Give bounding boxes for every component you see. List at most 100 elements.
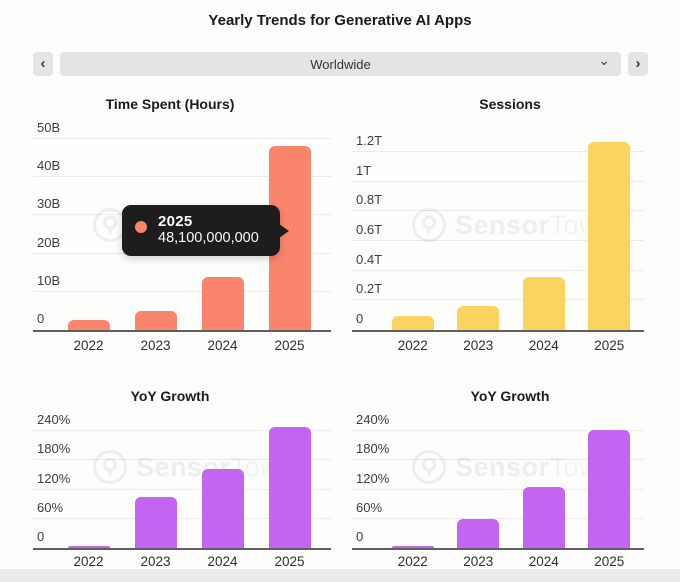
y-tick-label: 0.2T [356, 281, 383, 297]
y-tick-label: 60% [356, 499, 383, 515]
next-region-button[interactable]: › [628, 52, 648, 76]
gridline [352, 459, 644, 461]
y-tick-label: 0 [356, 311, 364, 326]
bar-2023[interactable] [134, 310, 177, 330]
bar-2024[interactable] [522, 276, 565, 330]
chevron-right-icon: › [635, 54, 641, 72]
bar-2022[interactable] [391, 315, 434, 330]
x-axis-label: 2022 [73, 338, 104, 353]
y-tick-label: 240% [37, 412, 71, 428]
bottom-strip [0, 569, 680, 582]
gridline [352, 430, 644, 432]
bar-slot [256, 418, 323, 548]
chart-tooltip: 2025 48,100,000,000 [122, 205, 289, 256]
chart-title: Time Spent (Hours) [105, 96, 235, 112]
x-axis-label: 2022 [73, 554, 104, 569]
x-axis-labels: 2022 2023 2024 2025 [55, 554, 323, 569]
x-axis-label: 2025 [594, 338, 625, 353]
y-tick-label: 1T [356, 162, 372, 178]
bars-group [55, 418, 323, 548]
gridline [33, 517, 331, 519]
y-tick-label: 0.4T [356, 251, 383, 267]
gridline [33, 488, 331, 490]
x-axis-label: 2024 [207, 554, 238, 569]
x-axis-label: 2022 [397, 554, 428, 569]
y-tick-label: 180% [37, 441, 71, 457]
gridline [352, 210, 644, 212]
y-tick-label: 0.6T [356, 222, 383, 238]
region-dropdown[interactable]: Worldwide ⌄ [60, 52, 621, 76]
y-tick-label: 120% [356, 470, 390, 486]
bar-2024[interactable] [201, 468, 244, 548]
bar-slot [577, 418, 643, 548]
chevron-down-icon: ⌄ [598, 52, 610, 68]
page-title: Yearly Trends for Generative AI Apps [208, 12, 472, 29]
gridline [352, 240, 644, 242]
chart-title: Sessions [479, 96, 541, 112]
region-dropdown-value: Worldwide [310, 56, 371, 72]
x-axis-label: 2023 [140, 554, 171, 569]
y-tick-label: 30B [37, 196, 61, 212]
gridline [33, 138, 331, 140]
x-axis-label: 2023 [140, 338, 171, 353]
bar-slot [55, 118, 122, 330]
x-axis-label: 2023 [463, 554, 494, 569]
bar-2025[interactable] [588, 429, 631, 548]
tooltip-series-dot [135, 221, 147, 233]
x-axis-label: 2024 [528, 338, 559, 353]
gridline [33, 176, 331, 178]
prev-region-button[interactable]: ‹ [33, 52, 53, 76]
bar-slot [55, 418, 122, 548]
x-axis-label: 2025 [594, 554, 625, 569]
y-tick-label: 60% [37, 499, 64, 515]
bar-2022[interactable] [67, 546, 110, 548]
tooltip-year: 2025 [158, 213, 193, 230]
chart-yoy-growth-sessions: YoY Growth SensorTower 060%120%180%240% … [340, 380, 680, 569]
bars-group [55, 118, 323, 330]
bar-2023[interactable] [457, 518, 500, 548]
bar-slot [511, 418, 577, 548]
bar-2022[interactable] [391, 546, 434, 548]
y-tick-label: 20B [37, 234, 61, 250]
region-selector-row: ‹ Worldwide ⌄ › [33, 52, 648, 76]
x-axis-labels: 2022 2023 2024 2025 [380, 338, 642, 353]
chart-yoy-growth-time-spent: YoY Growth SensorTower 060%120%180%240% … [0, 380, 340, 569]
bar-2025[interactable] [588, 142, 631, 330]
bar-slot [380, 118, 446, 330]
bar-slot [446, 118, 512, 330]
bar-2022[interactable] [67, 320, 110, 330]
gridline [352, 151, 644, 153]
y-tick-label: 0 [37, 529, 45, 544]
gridline [352, 269, 644, 271]
x-axis-labels: 2022 2023 2024 2025 [55, 338, 323, 353]
bar-2024[interactable] [201, 276, 244, 330]
gridline [352, 299, 644, 301]
y-tick-label: 240% [356, 412, 390, 428]
x-axis-labels: 2022 2023 2024 2025 [380, 554, 642, 569]
tooltip-arrow [279, 224, 289, 238]
chart-plot: SensorTower 060%120%180%240% [352, 413, 644, 550]
bar-2024[interactable] [522, 487, 565, 548]
y-tick-label: 1.2T [356, 133, 383, 149]
gridline [33, 290, 331, 292]
tooltip-value: 48,100,000,000 [158, 230, 259, 246]
bars-group [380, 418, 642, 548]
x-axis-label: 2025 [274, 554, 305, 569]
bar-slot [577, 118, 643, 330]
chart-title: YoY Growth [470, 388, 550, 404]
x-axis-label: 2025 [274, 338, 305, 353]
bar-2023[interactable] [457, 306, 500, 330]
chart-time-spent: Time Spent (Hours) SensorTower 010B20B30… [0, 88, 340, 380]
gridline [352, 488, 644, 490]
chart-sessions: Sessions SensorTower 00.2T0.4T0.6T0.8T1T… [340, 88, 680, 380]
bar-2023[interactable] [134, 496, 177, 548]
chart-plot: SensorTower 010B20B30B40B50B202548,100,0… [33, 118, 331, 332]
bar-slot [122, 418, 189, 548]
x-axis-label: 2023 [463, 338, 494, 353]
gridline [352, 180, 644, 182]
y-tick-label: 40B [37, 158, 61, 174]
bar-2025[interactable] [268, 427, 311, 548]
bars-group [380, 118, 642, 330]
bar-slot [511, 118, 577, 330]
